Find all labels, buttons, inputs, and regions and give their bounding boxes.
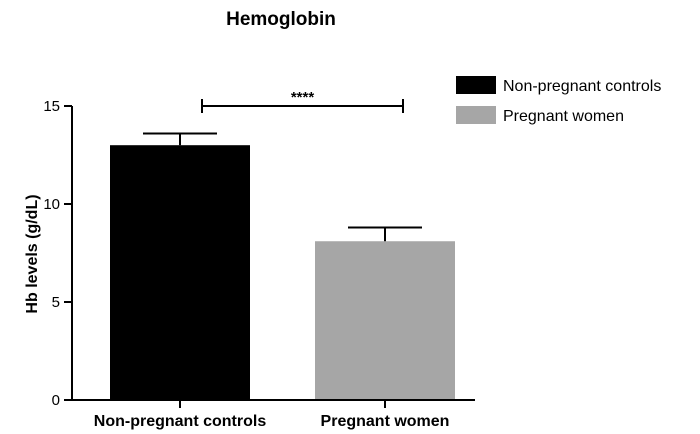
x-tick-label-2: Pregnant women (321, 413, 450, 430)
bar-2 (315, 241, 455, 400)
legend-swatch-1 (456, 76, 496, 94)
x-tick-label-1: Non-pregnant controls (94, 413, 267, 430)
plot-area: Non-pregnant controls Pregnant women 0 5 10 1… (43, 89, 475, 430)
y-tick-label-10: 10 (43, 196, 60, 213)
legend-label-1: Non-pregnant controls (503, 78, 661, 95)
y-tick-label-5: 5 (52, 294, 60, 311)
legend-swatch-2 (456, 106, 496, 124)
chart-title: Hemoglobin (226, 9, 336, 30)
significance-label: **** (291, 89, 315, 106)
y-tick-label-0: 0 (52, 392, 60, 409)
y-tick-label-15: 15 (43, 98, 60, 115)
legend-label-2: Pregnant women (503, 108, 624, 125)
y-axis-title: Hb levels (g/dL) (24, 194, 41, 313)
legend: Non-pregnant controls Pregnant women (456, 76, 661, 125)
bar-1 (110, 145, 250, 400)
